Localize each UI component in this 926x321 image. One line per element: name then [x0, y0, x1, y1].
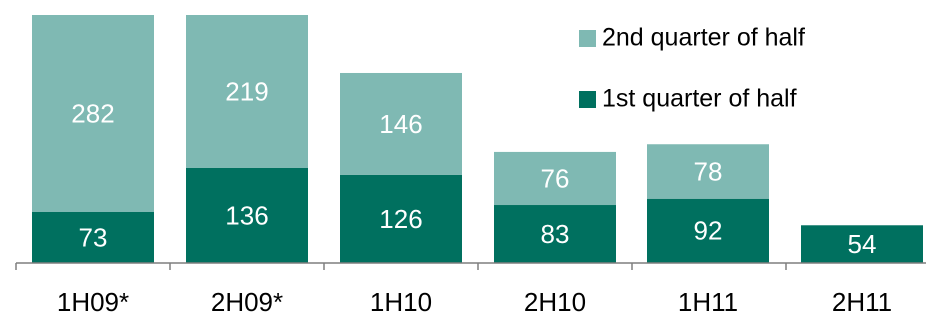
bar-segment-q1-2H09 [186, 167, 308, 263]
x-tick-labels: 1H09* 2H09* 1H10 2H10 1H11 2H11 [57, 287, 892, 317]
data-label-q1-2H10: 83 [541, 219, 570, 249]
data-label-q1-1H09: 73 [79, 222, 108, 252]
x-tick-label: 2H10 [524, 287, 586, 317]
bar-segment-q1-1H11 [647, 198, 769, 263]
data-label-q1-1H10: 126 [379, 204, 422, 234]
x-tick-label: 2H09* [211, 287, 283, 317]
x-tick-label: 1H11 [678, 287, 738, 317]
bar-segment-q1-2H11 [801, 225, 923, 263]
data-label-q1-2H09: 136 [225, 200, 268, 230]
bar-segment-q1-1H09 [32, 212, 154, 263]
data-label-q1-1H11: 92 [694, 216, 723, 246]
x-tick-label: 2H11 [832, 287, 892, 317]
bar-segment-q2-2H09 [186, 15, 308, 168]
data-label-q2-1H09: 282 [71, 98, 114, 128]
bar-segment-q2-2H10 [494, 151, 616, 206]
bar-segment-q2-1H10 [340, 72, 462, 175]
x-tick-label: 1H10 [370, 287, 432, 317]
bar-segment-q1-1H10 [340, 174, 462, 263]
data-label-q1-2H11: 54 [848, 229, 877, 259]
legend-swatch [579, 91, 596, 108]
bar-segment-q2-1H09 [32, 15, 154, 213]
x-tick-label: 1H09* [57, 287, 129, 317]
data-label-q2-2H09: 219 [225, 76, 268, 106]
data-label-q2-1H11: 78 [694, 156, 723, 186]
bar-segment-q2-1H11 [647, 144, 769, 199]
data-label-q2-1H10: 146 [379, 109, 422, 139]
legend-label: 2nd quarter of half [602, 24, 805, 52]
x-axis [15, 262, 926, 270]
bars-group: 73 282 136 219 126 146 83 76 92 78 54 [32, 15, 923, 263]
data-label-q2-2H10: 76 [541, 163, 570, 193]
bar-segment-q1-2H10 [494, 205, 616, 263]
legend-swatch [579, 30, 596, 47]
legend-label: 1st quarter of half [602, 85, 797, 113]
legend: 2nd quarter of half 1st quarter of half [579, 24, 805, 113]
